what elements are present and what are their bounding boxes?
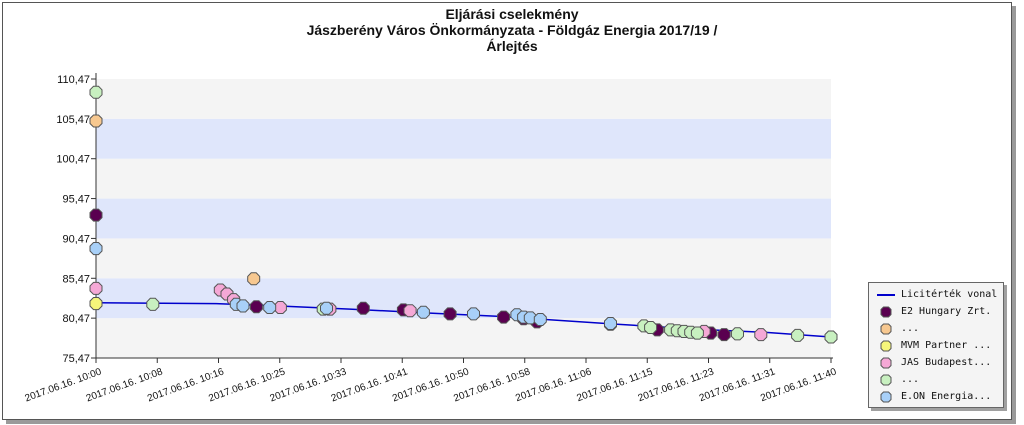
legend-label: Licitérték vonal: [901, 289, 998, 300]
data-point-series-3: [89, 297, 103, 311]
data-point-series-6: [467, 307, 480, 321]
plot-band: [96, 118, 831, 159]
data-point-series-1: [249, 300, 263, 314]
data-point-series-4: [403, 304, 417, 318]
data-point-series-4: [89, 281, 103, 295]
legend-marker-swatch: [875, 374, 897, 386]
y-tick-label: 105,47: [56, 114, 90, 126]
chart-title-line-1: Eljárási cselekmény: [445, 6, 579, 22]
legend-item: Licitérték vonal: [875, 287, 997, 302]
data-point-series-6: [533, 313, 547, 326]
legend-item: E2 Hungary Zrt.: [875, 304, 991, 319]
data-point-series-6: [320, 301, 333, 315]
legend-marker-swatch: [875, 306, 897, 318]
legend-item: ...: [875, 321, 919, 336]
legend-item: ...: [875, 372, 919, 387]
legend-marker-swatch: [875, 357, 897, 369]
data-point-series-1: [89, 208, 103, 222]
plot-band: [96, 238, 831, 279]
y-tick-label: 80,47: [62, 313, 90, 325]
chart-title-line-3: Árlejtés: [486, 38, 538, 54]
data-point-series-1: [356, 301, 370, 315]
plot-band: [96, 198, 831, 239]
data-point-series-5: [690, 326, 704, 340]
data-point-series-5: [730, 327, 744, 341]
data-point-series-5: [644, 321, 658, 334]
chart-legend: Licitérték vonal E2 Hungary Zrt.... MVM Pa…: [868, 282, 1004, 408]
y-tick-label: 75,47: [62, 353, 90, 365]
plot-band: [96, 158, 831, 199]
legend-label: E.ON Energia...: [901, 391, 992, 402]
legend-marker-swatch: [875, 340, 897, 352]
data-point-series-1: [717, 328, 731, 342]
data-point-series-6: [416, 305, 430, 319]
legend-item: MVM Partner ...: [875, 338, 991, 353]
legend-label: JAS Budapest...: [901, 357, 992, 368]
y-tick-label: 100,47: [56, 154, 90, 166]
data-point-series-2: [89, 114, 103, 128]
y-tick-label: 110,47: [57, 74, 90, 86]
chart-title-line-2: Jászberény Város Önkormányzata - Földgáz…: [306, 22, 718, 38]
chart-title: Eljárási cselekmény Jászberény Város Önk…: [0, 6, 1024, 54]
plot-band: [96, 79, 831, 119]
y-tick-label: 95,47: [62, 194, 90, 206]
legend-item: JAS Budapest...: [875, 355, 991, 370]
legend-label: ...: [901, 323, 920, 334]
data-point-series-2: [247, 272, 261, 286]
y-tick-label: 85,47: [62, 273, 90, 285]
data-point-series-1: [497, 310, 511, 324]
legend-label: ...: [901, 374, 920, 385]
plot-band: [96, 278, 831, 319]
data-point-series-6: [89, 242, 103, 256]
data-point-series-5: [146, 297, 160, 311]
legend-item: E.ON Energia...: [875, 389, 991, 404]
data-point-series-6: [523, 311, 537, 325]
legend-marker-swatch: [875, 323, 897, 335]
legend-label: MVM Partner ...: [901, 340, 992, 351]
legend-line-swatch: [875, 293, 897, 296]
data-point-series-1: [443, 307, 457, 321]
data-point-series-5: [89, 85, 103, 99]
legend-label: E2 Hungary Zrt.: [901, 306, 992, 317]
y-tick-label: 90,47: [62, 233, 90, 245]
legend-marker-swatch: [875, 391, 897, 403]
data-point-series-5: [791, 328, 805, 342]
data-point-series-6: [604, 317, 617, 330]
data-point-series-6: [236, 299, 250, 313]
data-point-series-6: [263, 301, 277, 314]
data-point-series-5: [824, 330, 838, 344]
data-point-series-4: [754, 328, 768, 342]
